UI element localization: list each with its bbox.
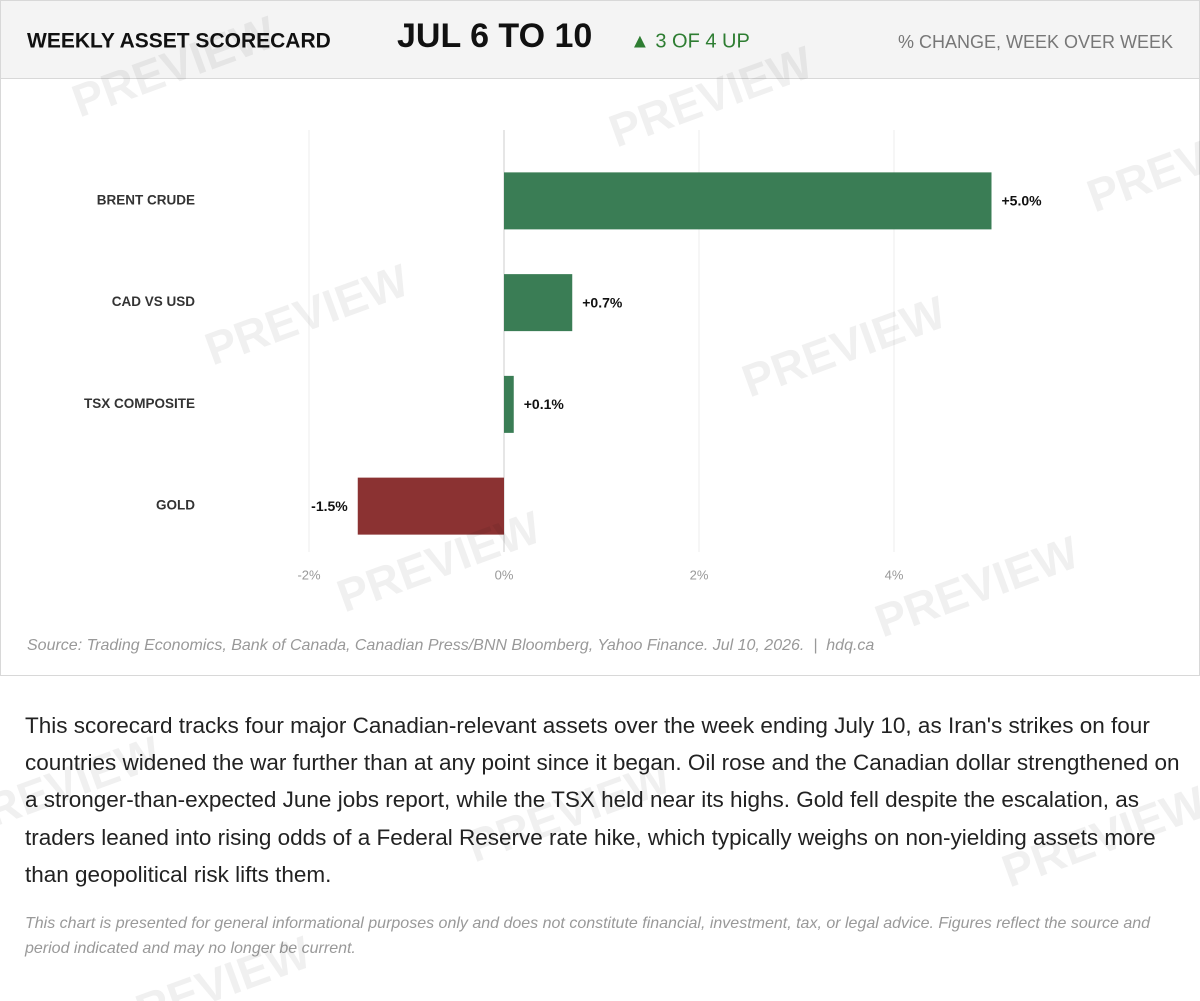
value-label: +5.0% bbox=[1002, 193, 1043, 209]
description: This scorecard tracks four major Canadia… bbox=[25, 713, 1180, 887]
x-tick-label: 4% bbox=[885, 567, 904, 582]
header-title: WEEKLY ASSET SCORECARD bbox=[27, 30, 331, 53]
value-label: +0.7% bbox=[582, 294, 623, 310]
category-label: CAD VS USD bbox=[112, 294, 196, 309]
header-bar bbox=[0, 0, 1200, 79]
x-tick-label: 2% bbox=[690, 567, 709, 582]
header-period: JUL 6 TO 10 bbox=[397, 17, 592, 55]
bar bbox=[504, 375, 514, 433]
bar bbox=[504, 172, 992, 230]
category-label: BRENT CRUDE bbox=[97, 192, 195, 207]
x-tick-label: -2% bbox=[297, 567, 321, 582]
chart-card bbox=[0, 78, 1200, 676]
value-label: +0.1% bbox=[524, 396, 565, 412]
bar bbox=[357, 477, 504, 535]
header-status: ▲ 3 OF 4 UP bbox=[630, 30, 750, 52]
category-label: GOLD bbox=[156, 498, 195, 513]
scorecard: WEEKLY ASSET SCORECARD JUL 6 TO 10 ▲ 3 O… bbox=[0, 0, 1200, 676]
value-label: -1.5% bbox=[311, 498, 348, 514]
bar bbox=[504, 274, 573, 332]
source-note: Source: Trading Economics, Bank of Canad… bbox=[27, 637, 874, 654]
x-tick-label: 0% bbox=[495, 567, 514, 582]
header-measure: % CHANGE, WEEK OVER WEEK bbox=[898, 32, 1173, 52]
disclaimer: This chart is presented for general info… bbox=[25, 915, 1151, 957]
category-label: TSX COMPOSITE bbox=[84, 396, 195, 411]
